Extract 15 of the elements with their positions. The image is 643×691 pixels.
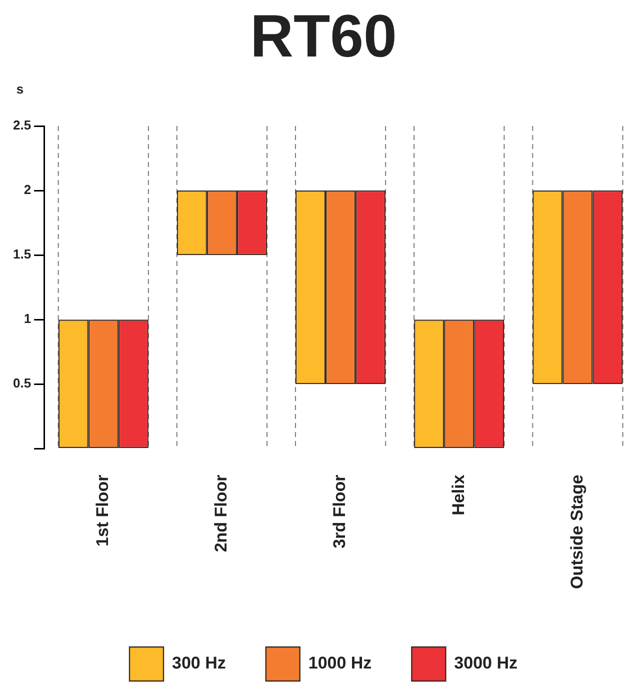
legend-label: 1000 Hz xyxy=(308,654,372,673)
legend-label: 300 Hz xyxy=(172,654,226,673)
y-tick-label: 2.5 xyxy=(12,118,32,133)
x-tick-label: 3rd Floor xyxy=(330,474,350,548)
y-tick-label: 0.5 xyxy=(12,376,32,391)
chart-title: RT60 xyxy=(250,2,397,70)
x-tick-label: Outside Stage xyxy=(567,474,586,590)
x-tick-label: Helix xyxy=(448,474,468,516)
y-tick-label: 1 xyxy=(24,311,32,326)
x-tick-label: 1st Floor xyxy=(93,474,112,546)
x-tick-label: 2nd Floor xyxy=(212,474,231,552)
y-axis-title: s xyxy=(16,82,24,97)
legend-label: 3000 Hz xyxy=(454,654,518,673)
y-tick-label: 1.5 xyxy=(12,246,32,262)
y-tick-label: 2 xyxy=(24,182,32,198)
